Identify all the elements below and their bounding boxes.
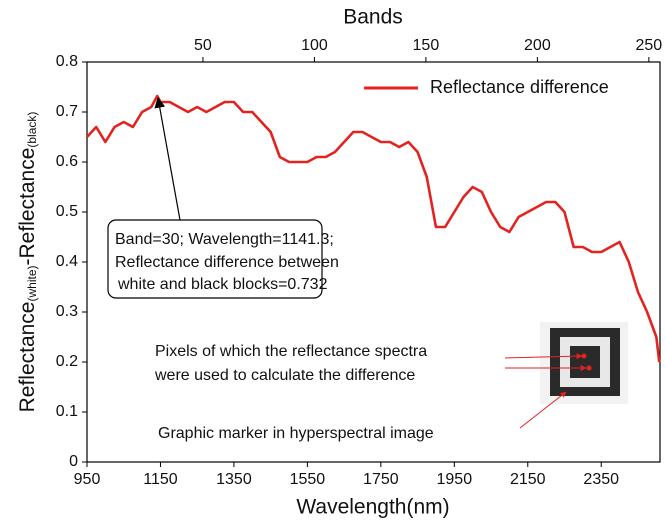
annotation-text: Reflectance difference between	[115, 254, 339, 271]
annotation-arrow	[154, 96, 181, 221]
y-tick-label: 0.6	[56, 153, 78, 170]
x-axis-label: Wavelength(nm)	[296, 496, 449, 519]
marker-image	[540, 322, 628, 404]
y-tick-label: 0	[69, 453, 78, 470]
x-tick-label: 2150	[510, 471, 546, 488]
annotation-text: Band=30; Wavelength=1141.3;	[115, 231, 334, 248]
y-tick-label: 0.8	[56, 53, 78, 70]
annotation-box	[107, 219, 323, 299]
x2-tick-label: 100	[301, 37, 328, 54]
x2-tick-label: 250	[636, 37, 663, 54]
y-label-part: Reflectance	[16, 302, 39, 413]
y-tick-label: 0.1	[56, 403, 78, 420]
legend-label: Reflectance difference	[430, 77, 609, 97]
x2-tick-label: 150	[413, 37, 440, 54]
y-tick-label: 0.2	[56, 353, 78, 370]
x-tick-label: 2350	[583, 471, 619, 488]
x-tick-label: 1950	[437, 471, 473, 488]
y-label-sub: (white)	[25, 265, 39, 301]
data-line	[86, 94, 661, 363]
y-tick-label: 0.3	[56, 303, 78, 320]
x-tick-label: 1350	[216, 471, 252, 488]
x2-axis-label: Bands	[343, 6, 403, 29]
y-axis-label: Reflectance(white)-Reflectance(black)	[16, 112, 40, 413]
annotation-arrow	[504, 353, 583, 360]
y-tick-label: 0.5	[56, 203, 78, 220]
annotation-arrow	[519, 391, 567, 429]
annotation-text: white and black blocks=0.732	[117, 276, 328, 293]
x2-tick-label: 200	[524, 37, 551, 54]
annotation-text: Pixels of which the reflectance spectra	[155, 343, 427, 360]
x-tick-label: 1750	[363, 471, 399, 488]
x-tick-label: 950	[74, 471, 101, 488]
x-tick-label: 1150	[143, 471, 178, 488]
annotation-text: Graphic marker in hyperspectral image	[158, 425, 434, 442]
annotation-text: were used to calculate the difference	[154, 367, 415, 384]
y-label-part: -Reflectance	[16, 148, 39, 266]
y-tick-label: 0.7	[56, 103, 78, 120]
x-tick-label: 1550	[290, 471, 326, 488]
y-tick-label: 0.4	[56, 253, 78, 270]
y-label-sub: (black)	[25, 112, 39, 148]
x2-tick-label: 50	[194, 37, 212, 54]
